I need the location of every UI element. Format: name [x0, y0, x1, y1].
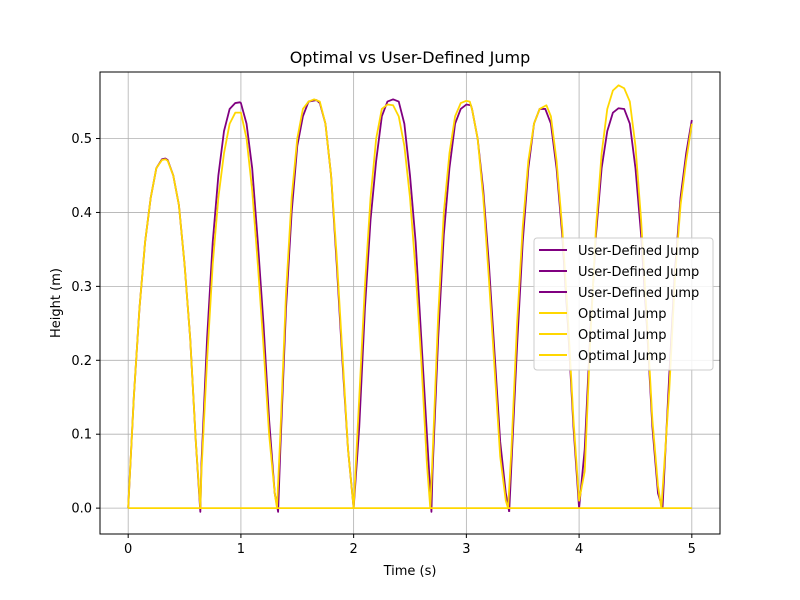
- series-line-optimal-jump: [507, 84, 693, 510]
- x-tick-label: 1: [237, 542, 245, 557]
- legend-label: User-Defined Jump: [578, 286, 699, 301]
- y-tick-label: 0.4: [71, 206, 92, 221]
- y-tick-label: 0.1: [71, 428, 92, 443]
- x-tick-label: 4: [575, 542, 583, 557]
- series-line-optimal-jump: [352, 99, 509, 510]
- legend-box: [533, 237, 714, 371]
- x-tick-label: 0: [124, 542, 132, 557]
- legend-label: Optimal Jump: [578, 349, 667, 364]
- x-tick-label: 3: [462, 542, 470, 557]
- series-line-optimal-jump: [127, 98, 355, 510]
- x-tick-label: 2: [349, 542, 357, 557]
- legend-label: Optimal Jump: [578, 307, 667, 322]
- legend-label: Optimal Jump: [578, 328, 667, 343]
- y-tick-label: 0.3: [71, 280, 92, 295]
- x-axis-label: Time (s): [383, 564, 437, 579]
- legend: User-Defined Jump User-Defined Jump User-D…: [533, 237, 714, 371]
- y-tick-label: 0.0: [71, 502, 92, 517]
- legend-label: User-Defined Jump: [578, 265, 699, 280]
- x-tick-label: 5: [688, 542, 696, 557]
- chart-title: Optimal vs User-Defined Jump: [290, 48, 531, 67]
- ticks: 0 1 2 3 4 5 0.0 0.1 0.2 0.3 0.4 0.5: [71, 132, 696, 557]
- legend-label: User-Defined Jump: [578, 244, 699, 259]
- y-tick-label: 0.2: [71, 354, 92, 369]
- axes-frame: [99, 71, 721, 535]
- y-axis-label: Height (m): [49, 268, 64, 338]
- y-tick-label: 0.5: [71, 132, 92, 147]
- series-layer: [127, 84, 693, 513]
